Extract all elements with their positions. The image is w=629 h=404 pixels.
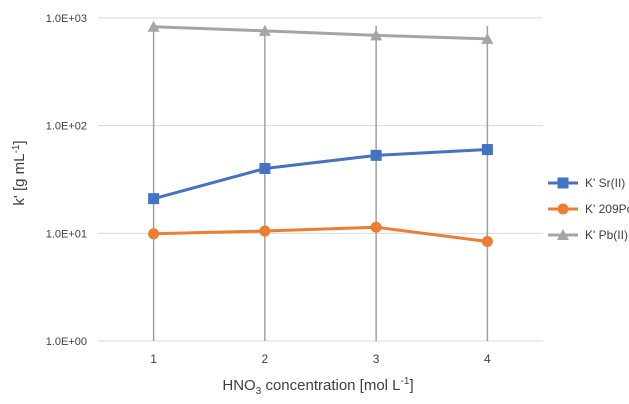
legend-label: K' Sr(II) (585, 176, 625, 190)
x-tick-label: 3 (373, 352, 380, 366)
y-tick-label: 1.0E+00 (46, 336, 87, 348)
legend-entry: K' 209Po (548, 202, 629, 216)
data-point (259, 163, 271, 175)
grid (98, 17, 543, 342)
data-point (259, 225, 271, 237)
x-tick-label: 4 (484, 352, 491, 366)
data-point (481, 144, 493, 156)
data-point (370, 149, 382, 161)
data-point (370, 221, 382, 233)
x-tick-label: 1 (150, 352, 157, 366)
x-tick-label: 2 (262, 352, 269, 366)
legend-marker (557, 229, 569, 240)
data-point (148, 228, 160, 240)
x-tick-labels: 1 2 3 4 (150, 352, 491, 366)
legend-label: K' Pb(II) (585, 228, 628, 242)
legend-marker (557, 177, 569, 189)
series-line (153, 25, 488, 41)
series (147, 20, 494, 247)
legend-entry: K' Sr(II) (548, 176, 625, 190)
data-point (147, 20, 160, 32)
series-group (148, 144, 493, 205)
y-tick-label: 1.0E+03 (46, 13, 87, 25)
series-line (153, 148, 488, 201)
legend-entry: K' Pb(II) (548, 228, 628, 242)
data-point (481, 32, 494, 44)
data-point (481, 235, 493, 247)
y-tick-labels: 1.0E+00 1.0E+01 1.0E+02 1.0E+03 (46, 13, 87, 348)
data-point (148, 193, 160, 205)
data-point (370, 29, 383, 41)
legend-marker (557, 203, 569, 215)
series-group (147, 20, 494, 44)
x-axis-label: HNO3 concentration [mol L-1] (222, 376, 413, 397)
legend-label: K' 209Po (585, 202, 629, 216)
y-axis-label: k' [g mL-1] (11, 140, 28, 205)
y-tick-label: 1.0E+02 (46, 121, 87, 133)
legend: K' Sr(II) K' 209Po K' Pb(II) (548, 176, 629, 242)
series-group (148, 221, 493, 247)
series-line (153, 225, 488, 243)
y-tick-label: 1.0E+01 (46, 228, 87, 240)
data-point (258, 24, 271, 36)
